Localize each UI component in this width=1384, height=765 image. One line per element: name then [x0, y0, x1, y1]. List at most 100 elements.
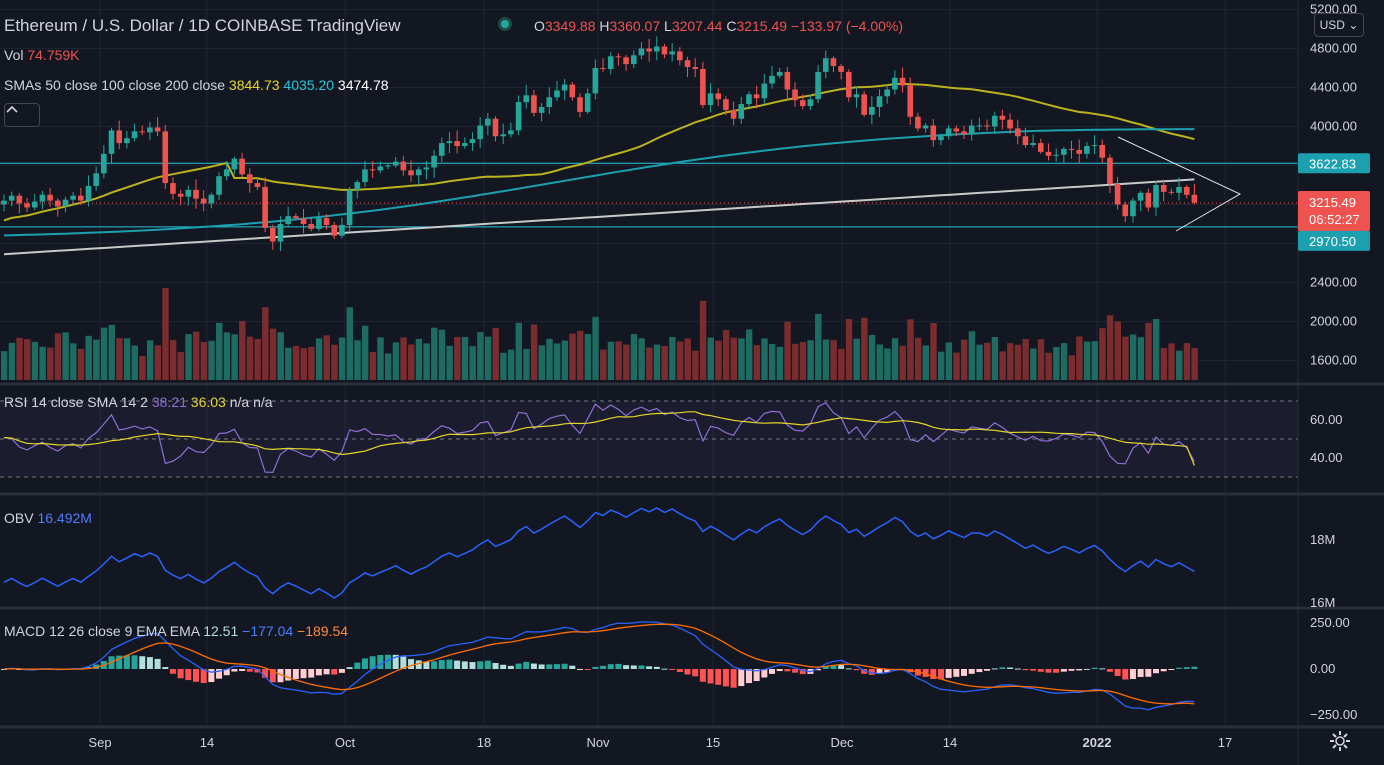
macd-histogram-bar [776, 669, 783, 672]
volume-bar [377, 337, 384, 380]
candle-body [561, 84, 568, 91]
volume-bar [123, 338, 131, 380]
macd-histogram-bar [1153, 669, 1159, 674]
macd-histogram-bar [930, 669, 937, 680]
candle-body [1183, 186, 1190, 195]
macd-histogram-bar [1137, 669, 1144, 677]
volume-bar [162, 288, 169, 380]
candle-body [577, 97, 583, 112]
candle-body [1145, 192, 1152, 208]
macd-histogram-bar [1083, 668, 1090, 670]
volume-bar [1053, 346, 1060, 380]
candle-body [239, 158, 245, 175]
candle-body [323, 218, 330, 225]
volume-bar [146, 340, 154, 380]
macd-histogram-bar [968, 669, 975, 674]
candle-body [807, 99, 814, 107]
macd-histogram-bar [484, 660, 491, 669]
macd-histogram-bar [876, 669, 883, 674]
candle-body [623, 57, 629, 65]
chart-title: Ethereum / U.S. Dollar / 1D COINBASE Tra… [4, 16, 401, 35]
time-tick-label: 14 [943, 735, 957, 750]
macd-histogram-bar [822, 666, 829, 669]
macd-histogram-bar [446, 659, 453, 669]
candle-body [131, 131, 138, 139]
candle-body [408, 170, 414, 176]
macd-histogram-bar [815, 669, 822, 671]
macd-histogram-bar [400, 656, 407, 669]
sma-legend[interactable]: SMAs 50 close 100 close 200 close 3844.7… [4, 77, 389, 93]
candle-body [1, 200, 7, 205]
candle-body [799, 100, 806, 107]
macd-tick-label: 250.00 [1310, 615, 1350, 630]
macd-histogram-bar [953, 669, 960, 677]
macd-histogram-bar [415, 660, 422, 669]
volume-bar [822, 339, 830, 380]
macd-histogram-bar [338, 669, 345, 673]
gear-icon [1330, 731, 1350, 751]
macd-histogram-bar [500, 664, 507, 669]
volume-bar [1183, 343, 1191, 380]
macd-histogram-bar [569, 665, 576, 669]
candle-body [285, 216, 291, 224]
candle-body [776, 71, 783, 76]
volume-bar [116, 338, 123, 380]
candle-body [85, 185, 92, 201]
sma-100-line [3, 128, 1195, 237]
macd-histogram-bar [1114, 669, 1121, 677]
currency-button[interactable]: USD ⌄ [1314, 13, 1364, 37]
macd-histogram-bar [162, 667, 169, 669]
rsi-legend[interactable]: RSI 14 close SMA 14 2 38.21 36.03 n/a n/… [4, 394, 273, 410]
macd-histogram-bar [1060, 669, 1067, 672]
candle-body [792, 89, 798, 101]
volume-bar [699, 300, 707, 380]
macd-histogram-bar [707, 669, 714, 684]
obv-pane [3, 507, 1195, 599]
volume-legend[interactable]: Vol 74.759K [4, 47, 80, 63]
candle-body [469, 139, 476, 144]
macd-legend[interactable]: MACD 12 26 close 9 EMA EMA 12.51 −177.04… [4, 623, 348, 639]
volume-bar [239, 320, 246, 380]
time-tick-label: 14 [200, 735, 214, 750]
volume-bar [661, 345, 668, 380]
volume-bar [623, 344, 630, 380]
chevron-up-icon [6, 105, 18, 113]
candle-body [1122, 204, 1129, 217]
volume-bar [584, 334, 592, 380]
volume-bar [423, 343, 430, 380]
market-status-icon[interactable] [501, 20, 509, 28]
macd-histogram-bar [185, 669, 192, 681]
candle-body [385, 165, 391, 167]
time-axis[interactable]: Sep 14 Oct 18 Nov 15 Dec 14 2022 17 [88, 735, 1232, 750]
candle-body [400, 161, 407, 171]
candle-body [277, 224, 284, 242]
volume-bar [776, 346, 784, 380]
grid-lines [0, 0, 1298, 727]
candle-body [1022, 136, 1029, 146]
candle-body [1061, 148, 1067, 155]
volume-bar [792, 343, 799, 380]
collapse-legend-button[interactable] [4, 103, 40, 127]
macd-histogram-bar [461, 661, 468, 669]
volume-bar [1191, 347, 1198, 380]
candle-body [339, 224, 345, 236]
macd-histogram-bar [745, 669, 752, 684]
price-axis[interactable]: 5200.00 4800.00 4400.00 4000.00 2400.00 2000.… [1310, 2, 1357, 723]
macd-histogram-bar [1176, 667, 1183, 669]
support-price-tag [1298, 230, 1370, 251]
macd-line [3, 621, 1195, 711]
volume-bar [400, 337, 407, 380]
macd-histogram-bar [1007, 667, 1014, 669]
obv-legend[interactable]: OBV 16.492M [4, 510, 92, 526]
volume-bar [1145, 322, 1152, 380]
volume-bar [707, 337, 714, 380]
settings-button[interactable] [1328, 729, 1352, 753]
volume-bar [1176, 350, 1183, 380]
candle-body [254, 183, 261, 187]
candle-body [638, 48, 645, 56]
macd-histogram-bar [1030, 669, 1037, 671]
candle-body [846, 71, 852, 98]
volume-bar [262, 307, 269, 380]
